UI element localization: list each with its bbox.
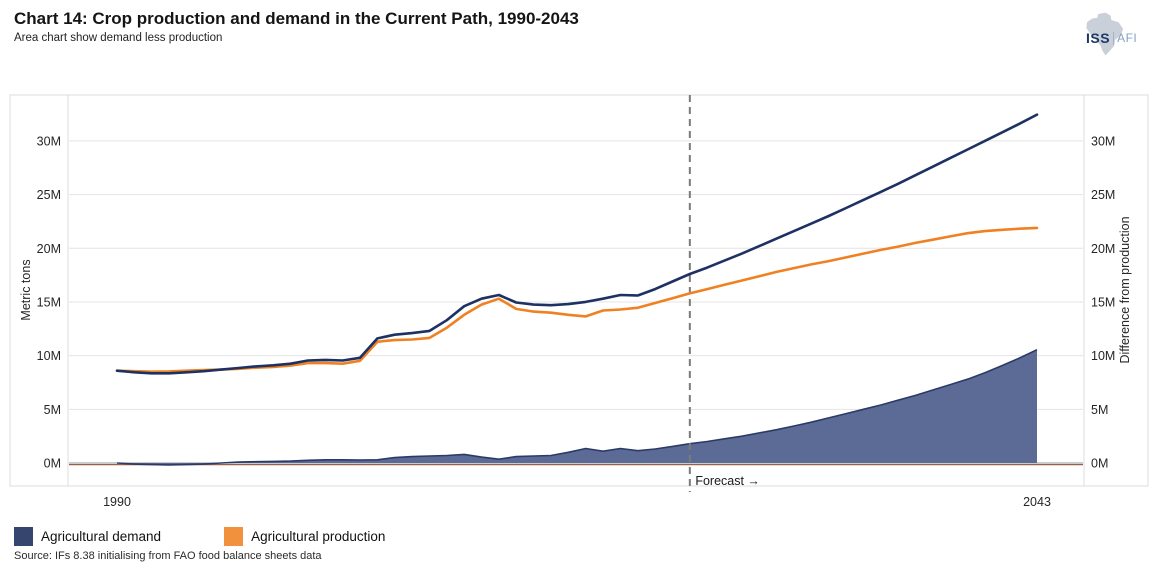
plot-frame [9,94,1149,487]
x-axis-label: 2043 [1023,495,1051,509]
y-tick-label-right: 30M [1091,134,1115,148]
difference-area-group [116,348,1038,466]
logo-afi-text: AFI [1117,31,1138,45]
legend: Agricultural demand Agricultural product… [14,527,385,546]
logo-divider [1113,31,1115,45]
legend-label-demand: Agricultural demand [41,529,162,544]
demand-line [115,113,1039,375]
legend-swatch-production [224,527,244,546]
right-axis-title: Difference from production [1118,216,1132,363]
legend-item-demand[interactable]: Agricultural demand [14,527,161,546]
plot-outer-border [9,94,1149,487]
series-lines [115,113,1039,375]
legend-item-production[interactable]: Agricultural production [224,527,385,546]
axis-ticks: 0M 0M 5M 5M 10M 10M 15M 15M 20M 20M 25M 25M 30M 30M 19… [37,134,1116,509]
chart-subtitle: Area chart show demand less production [14,32,223,45]
y-tick-label-left: 20M [37,242,61,256]
axis-titles: Metric tons Difference from production [19,216,1132,363]
chart-title: Chart 14: Crop production and demand in … [14,9,579,28]
y-tick-label-left: 0M [44,457,61,471]
x-axis-label: 1990 [103,495,131,509]
y-tick-label-right: 20M [1091,242,1115,256]
forecast-label: Forecast → [695,474,760,488]
y-tick-label-left: 25M [37,188,61,202]
africa-silhouette-icon [1086,12,1124,56]
iss-afi-logo: ISS AFI [1076,5,1146,65]
legend-swatch-demand [14,527,33,546]
y-tick-label-left: 5M [44,403,61,417]
y-tick-label-right: 5M [1091,403,1108,417]
production-line [115,226,1039,373]
legend-label-production: Agricultural production [251,529,386,544]
y-tick-label-right: 10M [1091,349,1115,363]
forecast-marker-group: Forecast → [688,95,760,492]
logo-caption: ISS AFI [1086,30,1137,46]
y-tick-label-right: 15M [1091,295,1115,309]
difference-area [117,349,1037,465]
y-tick-label-right: 25M [1091,188,1115,202]
y-tick-label-right: 0M [1091,457,1108,471]
y-tick-label-left: 30M [37,134,61,148]
logo-iss-text: ISS [1086,30,1111,46]
source-note: Source: IFs 8.38 initialising from FAO f… [14,550,322,562]
left-axis-title: Metric tons [19,259,33,320]
difference-area-edge [116,348,1038,466]
y-tick-label-left: 15M [37,295,61,309]
y-tick-label-left: 10M [37,349,61,363]
chart-header: Chart 14: Crop production and demand in … [14,8,579,44]
